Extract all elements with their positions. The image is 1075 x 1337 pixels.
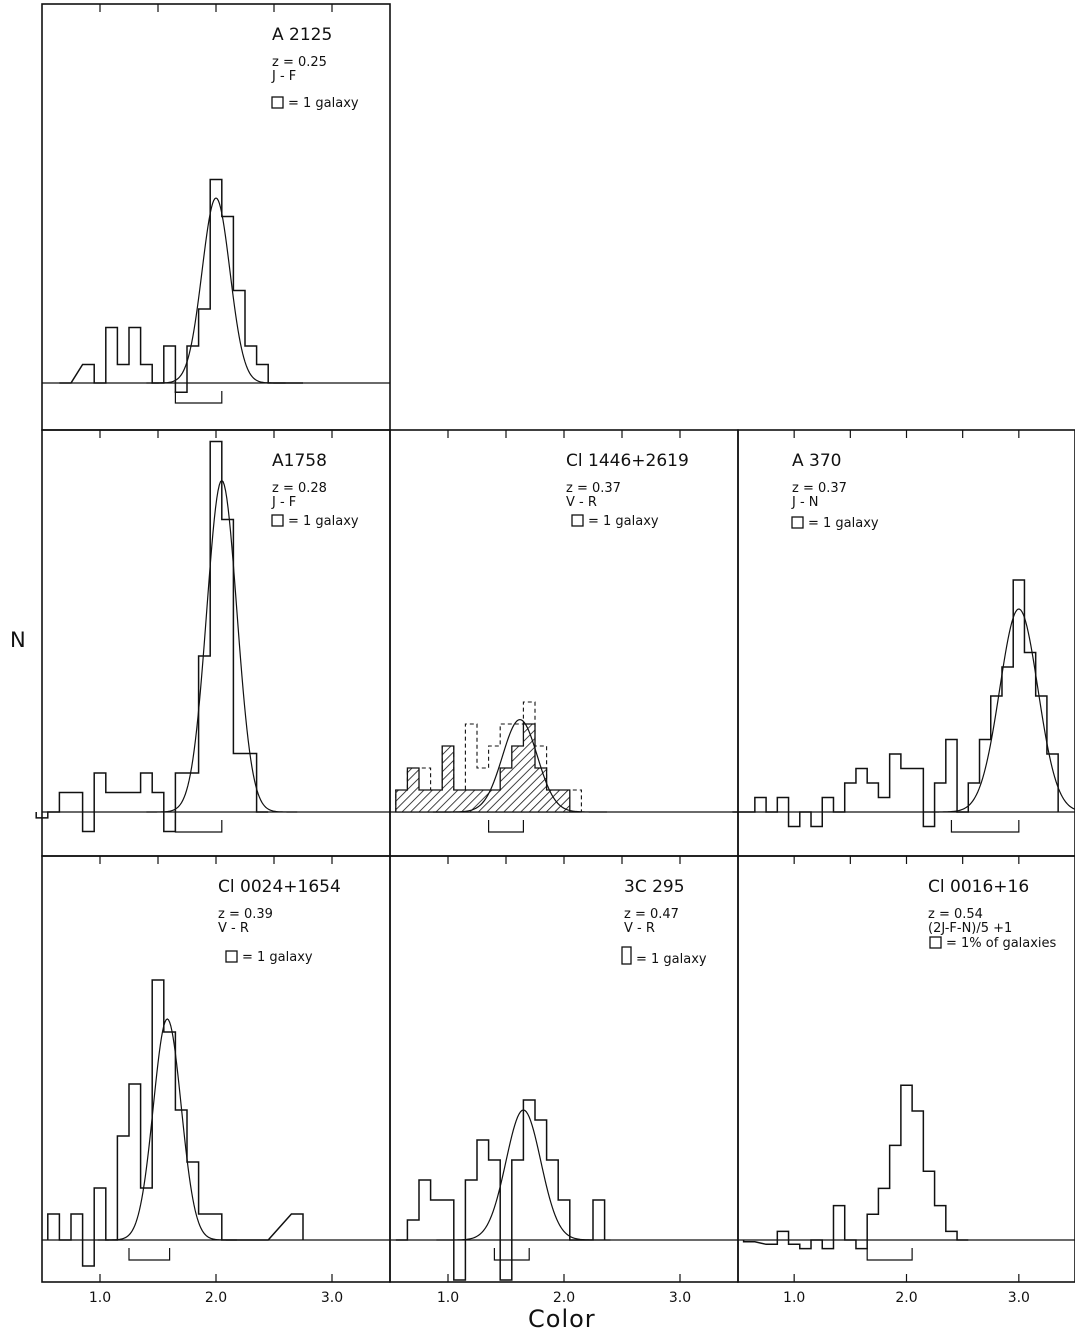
gaussian-fit-curve	[432, 718, 607, 813]
x-tick-label: 1.0	[89, 1290, 111, 1306]
color-index-label: J - F	[271, 495, 296, 510]
color-index-label: V - R	[218, 921, 249, 936]
cluster-name-label: A1758	[272, 451, 327, 471]
histogram-bars	[395, 1099, 606, 1281]
redshift-label: z = 0.54	[928, 907, 983, 922]
histogram-bars	[732, 579, 1059, 828]
redshift-label: z = 0.28	[272, 481, 327, 496]
y-axis-label: N	[10, 628, 26, 652]
legend-box-icon	[571, 514, 584, 527]
histogram-bars	[47, 979, 304, 1267]
gaussian-fit-curve	[146, 197, 286, 384]
x-tick-label: 2.0	[205, 1290, 227, 1306]
legend-box-icon	[271, 514, 284, 527]
gaussian-fit-curve	[436, 1109, 611, 1241]
chart-panel: A1758 z = 0.28J - F = 1 galaxy	[35, 429, 391, 857]
legend-label: = 1 galaxy	[288, 514, 359, 529]
color-range-bracket	[950, 820, 1020, 833]
legend-box-icon	[225, 950, 238, 963]
panel-frame	[737, 855, 1075, 1283]
redshift-label: z = 0.25	[272, 55, 327, 70]
chart-panel: Cl 1446+2619 z = 0.37V - R = 1 galaxy	[389, 429, 739, 857]
redshift-label: z = 0.37	[792, 481, 847, 496]
x-tick-label: 1.0	[783, 1290, 805, 1306]
cluster-name-label: Cl 1446+2619	[566, 451, 689, 471]
color-index-label: J - N	[791, 495, 819, 510]
color-index-label: J - F	[271, 69, 296, 84]
x-tick-label: 2.0	[553, 1290, 575, 1306]
legend-label: = 1 galaxy	[636, 952, 707, 967]
legend-label: = 1 galaxy	[288, 96, 359, 111]
legend-box-icon	[271, 96, 284, 109]
chart-panel: Cl 0016+16 z = 0.54(2J-F-N)/5 +1= 1% of g…	[737, 855, 1075, 1283]
redshift-label: z = 0.47	[624, 907, 679, 922]
legend-box-icon	[929, 936, 942, 949]
x-axis-label: Color	[528, 1305, 596, 1333]
histogram-bars	[59, 178, 303, 393]
color-index-label: V - R	[624, 921, 655, 936]
color-range-bracket	[493, 1248, 530, 1261]
legend-label: = 1% of galaxies	[946, 936, 1057, 951]
cluster-name-label: A 370	[792, 451, 841, 471]
histogram-bars	[35, 440, 269, 833]
histogram-dashed-outline	[395, 701, 582, 812]
chart-panel: Cl 0024+1654 z = 0.39V - R = 1 galaxy	[41, 855, 391, 1283]
color-range-bracket	[866, 1248, 913, 1261]
chart-panel: A 2125 z = 0.25J - F = 1 galaxy	[41, 3, 391, 431]
legend-label: = 1 galaxy	[242, 950, 313, 965]
gaussian-fit-curve	[97, 1018, 237, 1241]
cluster-name-label: A 2125	[272, 25, 332, 45]
legend-box-icon	[621, 946, 632, 965]
x-tick-label: 3.0	[669, 1290, 691, 1306]
gaussian-fit-curve	[923, 608, 1075, 813]
legend-label: = 1 galaxy	[588, 514, 659, 529]
cluster-name-label: 3C 295	[624, 877, 685, 897]
color-range-bracket	[488, 820, 524, 833]
x-tick-label: 3.0	[321, 1290, 343, 1306]
color-range-bracket	[174, 391, 223, 404]
cluster-name-label: Cl 0024+1654	[218, 877, 341, 897]
color-range-bracket	[174, 820, 223, 833]
legend-box-icon	[791, 516, 804, 529]
cluster-name-label: Cl 0016+16	[928, 877, 1029, 897]
histogram-bars	[742, 1084, 969, 1250]
color-index-label: (2J-F-N)/5 +1	[928, 921, 1012, 936]
redshift-label: z = 0.39	[218, 907, 273, 922]
panel-frame	[389, 855, 739, 1283]
x-tick-label: 3.0	[1008, 1290, 1030, 1306]
chart-panel: 3C 295 z = 0.47V - R = 1 galaxy	[389, 855, 739, 1283]
color-index-label: V - R	[566, 495, 597, 510]
x-tick-label: 2.0	[895, 1290, 917, 1306]
gaussian-fit-curve	[146, 479, 298, 813]
legend-label: = 1 galaxy	[808, 516, 879, 531]
chart-panel: A 370 z = 0.37J - N = 1 galaxy	[732, 429, 1075, 857]
color-range-bracket	[128, 1248, 171, 1261]
x-tick-label: 1.0	[437, 1290, 459, 1306]
redshift-label: z = 0.37	[566, 481, 621, 496]
